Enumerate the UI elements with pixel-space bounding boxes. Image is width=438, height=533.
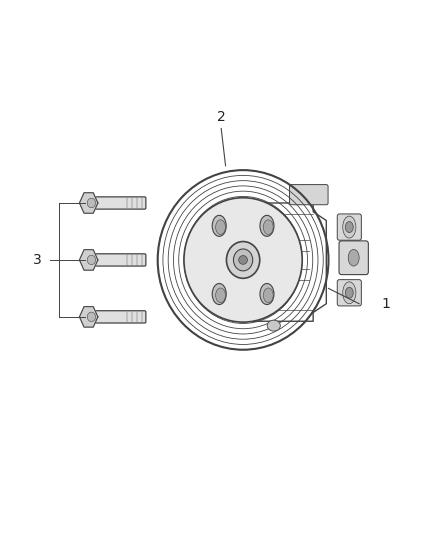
Ellipse shape	[260, 215, 274, 236]
Ellipse shape	[345, 287, 353, 298]
Text: 1: 1	[381, 297, 390, 311]
FancyBboxPatch shape	[339, 241, 368, 274]
Ellipse shape	[267, 320, 280, 331]
Text: 2: 2	[217, 110, 226, 124]
Polygon shape	[79, 193, 98, 213]
FancyBboxPatch shape	[337, 214, 361, 240]
Ellipse shape	[215, 220, 226, 235]
Polygon shape	[79, 306, 98, 327]
Ellipse shape	[345, 222, 353, 232]
Ellipse shape	[263, 220, 273, 235]
FancyBboxPatch shape	[337, 280, 361, 306]
Ellipse shape	[212, 284, 226, 304]
FancyBboxPatch shape	[93, 311, 146, 323]
Text: 3: 3	[33, 253, 42, 267]
Ellipse shape	[263, 288, 273, 303]
Ellipse shape	[233, 249, 253, 271]
FancyBboxPatch shape	[290, 184, 328, 205]
FancyBboxPatch shape	[93, 197, 146, 209]
Ellipse shape	[87, 312, 95, 321]
FancyBboxPatch shape	[93, 254, 146, 266]
Ellipse shape	[87, 198, 95, 208]
Ellipse shape	[226, 241, 260, 278]
Ellipse shape	[239, 255, 247, 264]
Ellipse shape	[343, 282, 356, 304]
Ellipse shape	[348, 249, 359, 266]
Ellipse shape	[215, 288, 226, 303]
Polygon shape	[79, 249, 98, 270]
Ellipse shape	[260, 284, 274, 304]
Ellipse shape	[212, 215, 226, 236]
Ellipse shape	[184, 198, 302, 322]
Ellipse shape	[87, 255, 95, 265]
Ellipse shape	[343, 216, 356, 238]
